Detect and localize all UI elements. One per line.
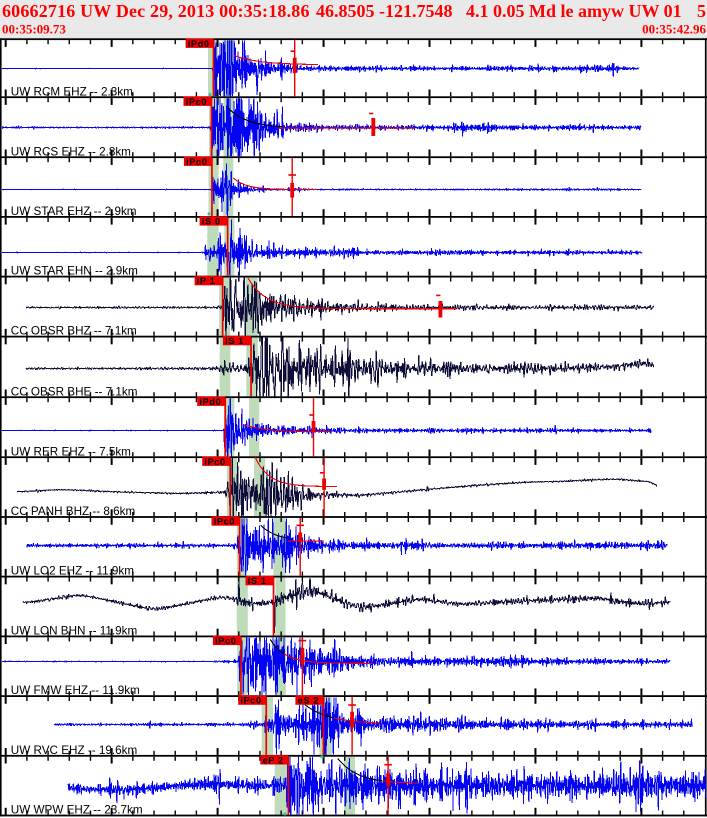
svg-text:iPd0: iPd0 (199, 397, 221, 407)
svg-text:eP 2: eP 2 (263, 755, 284, 765)
svg-text:UW RCS EHZ -- 2.8km: UW RCS EHZ -- 2.8km (11, 145, 131, 158)
svg-text:UW RVC EHZ -- 19.6km: UW RVC EHZ -- 19.6km (11, 744, 137, 757)
svg-text:iP 1: iP 1 (197, 276, 216, 286)
svg-text:UW FMW EHZ -- 11.9km: UW FMW EHZ -- 11.9km (11, 684, 140, 697)
svg-text:iPc0: iPc0 (204, 457, 225, 467)
svg-text:00:35:09.73: 00:35:09.73 (2, 22, 66, 37)
svg-text:iPc0: iPc0 (186, 157, 207, 167)
svg-text:CC OBSR BHZ -- 7.1km: CC OBSR BHZ -- 7.1km (11, 325, 137, 338)
svg-text:UW STAR EHZ -- 2.9km: UW STAR EHZ -- 2.9km (11, 205, 137, 218)
svg-text:UW STAR EHN -- 2.9km: UW STAR EHN -- 2.9km (11, 265, 138, 278)
svg-text:CC OBSR BHE -- 7.1km: CC OBSR BHE -- 7.1km (11, 385, 138, 398)
svg-text:eS 2: eS 2 (298, 696, 319, 706)
svg-text:4.1 0.05 Md le amyw UW 01: 4.1 0.05 Md le amyw UW 01 (466, 1, 682, 21)
svg-text:UW LON BHN -- 11.9km: UW LON BHN -- 11.9km (11, 625, 137, 638)
svg-text:iPc0: iPc0 (240, 696, 261, 706)
svg-text:iS 0: iS 0 (202, 217, 221, 227)
svg-text:60662716 UW Dec 29, 2013 00:35: 60662716 UW Dec 29, 2013 00:35:18.86 (2, 1, 310, 21)
svg-text:iS 1: iS 1 (225, 336, 244, 346)
svg-text:iPc0: iPc0 (215, 636, 236, 646)
svg-text:CC PANH BHZ -- 8.6km: CC PANH BHZ -- 8.6km (11, 505, 135, 518)
svg-text:UW RCM EHZ -- 2.3km: UW RCM EHZ -- 2.3km (11, 85, 133, 98)
svg-text:5: 5 (697, 1, 706, 21)
svg-text:iPd0: iPd0 (188, 39, 210, 49)
svg-text:UW LO2 EHZ -- 11.9km: UW LO2 EHZ -- 11.9km (11, 565, 134, 578)
svg-text:46.8505 -121.7548: 46.8505 -121.7548 (316, 1, 453, 21)
svg-text:00:35:42.96: 00:35:42.96 (642, 22, 706, 37)
svg-text:iPc0: iPc0 (186, 97, 207, 107)
svg-text:UW WPW EHZ -- 23.7km: UW WPW EHZ -- 23.7km (11, 804, 143, 817)
svg-text:iS 1: iS 1 (248, 576, 267, 586)
svg-text:iPc0: iPc0 (214, 517, 235, 527)
svg-text:UW RER EHZ -- 7.5km: UW RER EHZ -- 7.5km (11, 445, 131, 458)
